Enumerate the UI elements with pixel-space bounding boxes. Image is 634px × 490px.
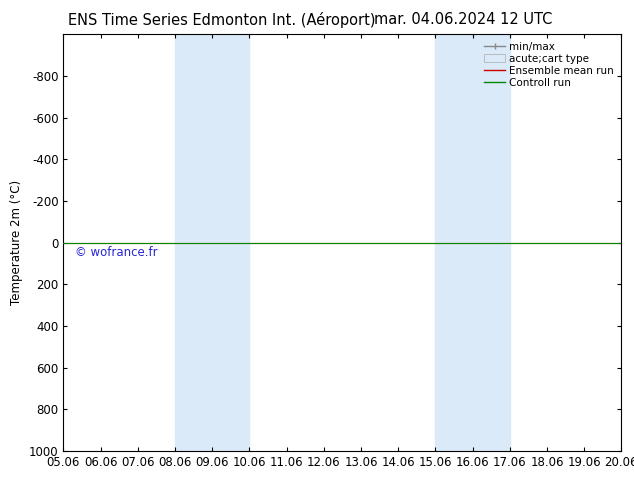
Text: mar. 04.06.2024 12 UTC: mar. 04.06.2024 12 UTC <box>373 12 552 27</box>
Legend: min/max, acute;cart type, Ensemble mean run, Controll run: min/max, acute;cart type, Ensemble mean … <box>482 40 616 90</box>
Y-axis label: Temperature 2m (°C): Temperature 2m (°C) <box>10 180 23 305</box>
Text: © wofrance.fr: © wofrance.fr <box>75 246 157 259</box>
Text: ENS Time Series Edmonton Int. (Aéroport): ENS Time Series Edmonton Int. (Aéroport) <box>68 12 376 28</box>
Bar <box>175 34 249 451</box>
Bar <box>436 34 510 451</box>
